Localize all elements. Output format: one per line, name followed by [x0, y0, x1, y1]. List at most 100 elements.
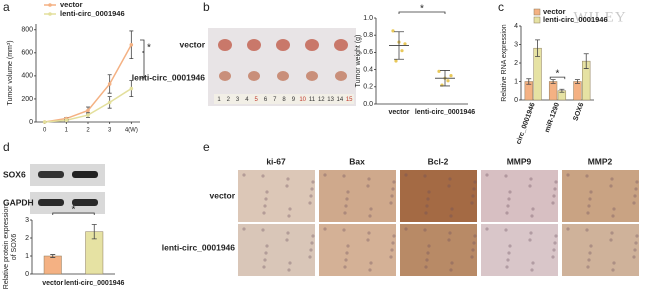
significance-bracket	[549, 76, 566, 80]
ihc-texture	[263, 258, 267, 262]
ihc-texture	[531, 261, 535, 265]
ruler-number: 5	[255, 97, 259, 103]
tumor	[335, 71, 347, 81]
ihc-texture	[323, 173, 327, 177]
x-tick-label: lenti-circ_0001946	[64, 280, 124, 287]
ihc-texture	[531, 207, 535, 211]
panel-letter: c	[498, 0, 504, 14]
ihc-texture	[587, 204, 591, 208]
ihc-texture	[507, 197, 511, 201]
error-bar	[574, 79, 580, 84]
blot-band	[38, 199, 64, 206]
ihc-texture	[470, 255, 474, 259]
ihc-texture	[632, 201, 636, 205]
ruler-number: 8	[282, 97, 286, 103]
legend-label: vector	[60, 0, 83, 9]
ihc-texture	[609, 238, 613, 242]
ihc-image	[400, 170, 477, 222]
ihc-texture	[343, 265, 347, 269]
ihc-texture	[342, 228, 346, 232]
ihc-texture	[263, 204, 267, 208]
ihc-texture	[285, 184, 289, 188]
data-point	[400, 49, 404, 53]
ihc-texture	[610, 231, 614, 235]
ihc-texture	[553, 241, 557, 245]
ihc-texture	[470, 201, 474, 205]
ihc-texture	[344, 258, 348, 262]
ihc-texture	[585, 174, 589, 178]
ihc-texture	[587, 258, 591, 262]
y-tick-label: 3	[25, 217, 29, 224]
ihc-texture	[633, 194, 637, 198]
ruler-number: 2	[227, 97, 231, 103]
x-tick-label: vector	[388, 109, 409, 116]
ihc-texture	[288, 261, 292, 265]
ihc-texture	[485, 227, 489, 231]
ihc-texture	[261, 228, 265, 232]
y-axis-label: of SOX6	[11, 234, 18, 261]
ruler-number: 11	[309, 97, 316, 103]
ihc-image	[481, 224, 558, 276]
photo-row-label: vector	[179, 39, 205, 49]
ihc-texture	[635, 234, 639, 238]
ihc-texture	[589, 190, 593, 194]
x-tick-label: 4(W)	[125, 128, 138, 134]
ihc-texture	[391, 241, 395, 245]
ihc-texture	[485, 173, 489, 177]
ihc-texture	[508, 244, 512, 248]
ihc-texture	[427, 244, 431, 248]
legend-label: vector	[543, 7, 566, 16]
panel-letter: e	[203, 140, 210, 154]
ihc-texture	[308, 255, 312, 259]
ihc-texture	[634, 241, 638, 245]
ihc-texture	[448, 177, 452, 181]
ihc-texture	[530, 268, 534, 272]
ihc-texture	[288, 207, 292, 211]
ihc-texture	[309, 194, 313, 198]
error-bar	[91, 224, 97, 240]
ihc-texture	[472, 241, 476, 245]
x-tick-label: miR-1290	[544, 102, 561, 134]
y-tick-label: 2	[514, 60, 518, 67]
ihc-texture	[262, 211, 266, 215]
ihc-texture	[552, 194, 556, 198]
ihc-texture	[261, 174, 265, 178]
error-bar	[394, 31, 404, 60]
ihc-texture	[566, 227, 570, 231]
bar	[43, 255, 62, 275]
data-point	[403, 42, 407, 46]
ihc-texture	[367, 177, 371, 181]
point	[64, 118, 69, 123]
ruler-number: 14	[337, 97, 344, 103]
ihc-texture	[505, 211, 509, 215]
ihc-texture	[424, 211, 428, 215]
data-point	[394, 59, 398, 63]
blot-band	[38, 171, 64, 178]
ihc-texture	[471, 248, 475, 252]
ihc-texture	[368, 268, 372, 272]
ihc-texture	[504, 174, 508, 178]
ihc-texture	[588, 251, 592, 255]
ihc-texture	[506, 258, 510, 262]
ihc-texture	[285, 238, 289, 242]
ihc-texture	[530, 214, 534, 218]
ihc-texture	[552, 248, 556, 252]
significance-label: *	[420, 4, 424, 15]
point	[86, 108, 90, 113]
blot-band	[72, 199, 98, 206]
significance-bracket	[398, 11, 446, 14]
ihc-column-label: Bcl-2	[428, 156, 449, 166]
ihc-texture	[447, 184, 451, 188]
ruler-number: 1	[217, 97, 221, 103]
panel-letter: b	[203, 0, 210, 14]
legend-swatch	[533, 8, 541, 16]
tumor	[218, 39, 232, 51]
ihc-column-label: MMP2	[588, 156, 613, 166]
ihc-texture	[473, 234, 477, 238]
ihc-texture	[551, 201, 555, 205]
ihc-texture	[287, 268, 291, 272]
y-tick-label: 0.6	[363, 49, 373, 56]
ihc-texture	[345, 251, 349, 255]
ihc-image	[319, 170, 396, 222]
ihc-texture	[392, 180, 396, 184]
